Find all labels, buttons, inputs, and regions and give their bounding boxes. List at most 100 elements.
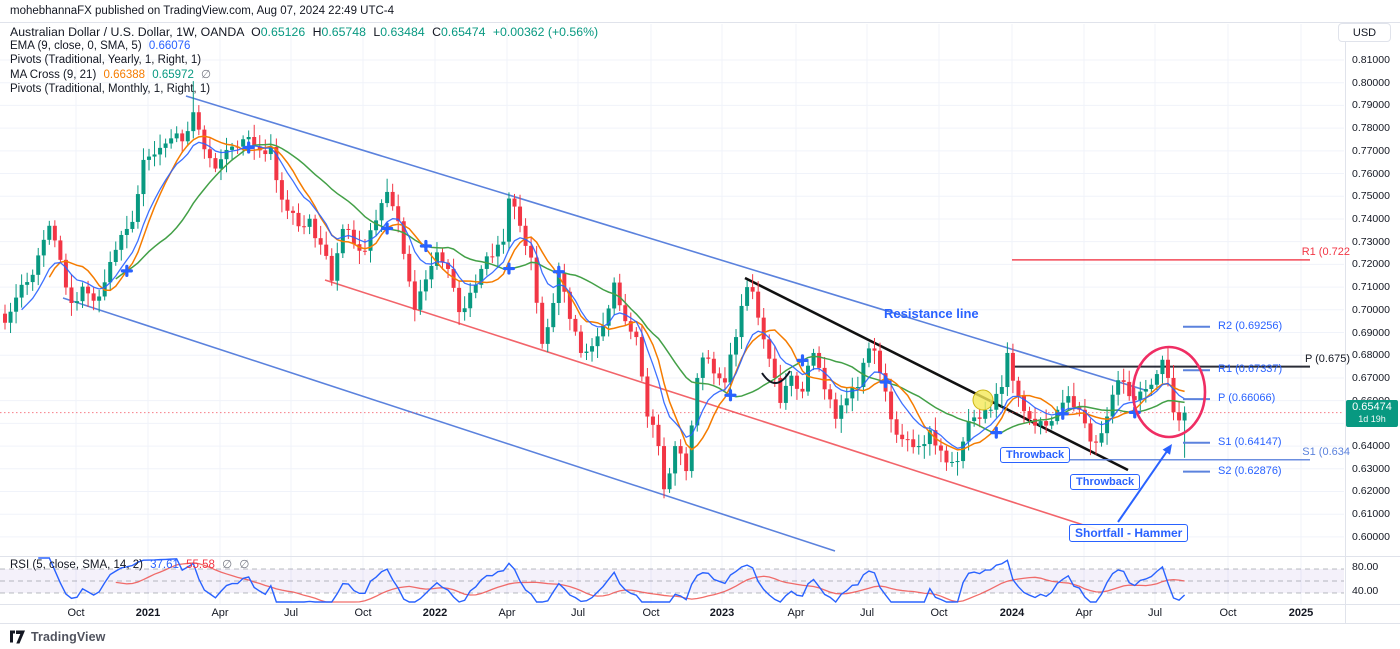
shortfall-arrow[interactable] [1117, 448, 1170, 523]
time-axis-label: Apr [211, 607, 229, 619]
throwback-label-2[interactable]: Throwback [1070, 474, 1141, 490]
ema9-line [21, 141, 1185, 449]
price-axis-label: 0.72000 [1352, 258, 1390, 271]
rsi-ma-value: 55.58 [186, 559, 215, 571]
price-axis-label: 0.76000 [1352, 167, 1390, 180]
yearly-pivot-label[interactable]: R1 (0.722 [1301, 245, 1350, 258]
trendlines-layer[interactable] [62, 95, 1149, 552]
price-axis-label: 0.70000 [1352, 303, 1390, 316]
topbar-divider [0, 22, 1400, 23]
shortfall-hammer-label[interactable]: Shortfall - Hammer [1069, 524, 1189, 542]
time-axis-label: 2025 [1288, 607, 1314, 619]
symbol-title-row[interactable]: Australian Dollar / U.S. Dollar, 1W, OAN… [10, 25, 598, 39]
resistance-trendline[interactable] [744, 276, 1129, 472]
rsi-indicator-row[interactable]: RSI (5, close, SMA, 14, 2) 37.61 55.58 ∅… [10, 559, 250, 571]
candles-layer[interactable] [3, 81, 1187, 499]
tradingview-logo-icon [10, 630, 25, 644]
time-axis-label: Oct [930, 607, 948, 619]
time-axis-label: Apr [498, 607, 516, 619]
bottom-divider [0, 623, 1400, 624]
time-axis-label: Jul [283, 607, 299, 619]
ohlc-high: H0.65748 [312, 25, 366, 39]
monthly-pivot-lines[interactable] [1183, 325, 1210, 473]
resistance-line-label[interactable]: Resistance line [884, 306, 979, 321]
ohlc-close: C0.65474 [432, 25, 486, 39]
rsi-ma-line [115, 562, 1185, 603]
time-axis-label: Oct [1219, 607, 1237, 619]
time-axis-label: Oct [67, 607, 85, 619]
time-axis-divider [0, 604, 1400, 605]
shortfall-arrowhead [1162, 444, 1172, 455]
rsi-line [38, 557, 1186, 603]
price-axis-label: 0.63000 [1352, 462, 1390, 475]
price-axis-label: 0.67000 [1352, 371, 1390, 384]
yearly-pivot-label[interactable]: S1 (0.634 [1302, 445, 1350, 458]
rsi-curves [38, 557, 1186, 603]
monthly-pivot-label[interactable]: R2 (0.69256) [1218, 319, 1283, 332]
sma21-line [115, 143, 1185, 434]
upper-channel-line[interactable] [185, 95, 1149, 392]
ohlc-low: L0.63484 [373, 25, 425, 39]
price-axis-label: 0.75000 [1352, 190, 1390, 203]
pivots-yearly-row[interactable]: Pivots (Traditional, Yearly, 1, Right, 1… [10, 54, 202, 67]
yellow-highlight-circle[interactable] [972, 389, 994, 411]
price-axis-label: 0.62000 [1352, 485, 1390, 498]
price-axis-label: 0.68000 [1352, 349, 1390, 362]
ma-slow-value: 0.65972 [152, 68, 194, 81]
time-axis-label: 2023 [709, 607, 735, 619]
rsi-pane-divider[interactable] [0, 556, 1400, 557]
throwback-label-1[interactable]: Throwback [1000, 447, 1071, 463]
price-axis-label: 0.79000 [1352, 99, 1390, 112]
rsi-pane[interactable] [0, 568, 1344, 594]
price-axis-label: 0.73000 [1352, 235, 1390, 248]
price-axis-label: 0.64000 [1352, 440, 1390, 453]
time-axis-label: Jul [570, 607, 586, 619]
monthly-pivot-label[interactable]: P (0.66066) [1218, 392, 1276, 405]
price-axis-label: 0.69000 [1352, 326, 1390, 339]
currency-toggle-button[interactable]: USD [1338, 23, 1391, 42]
time-axis-label: 2024 [999, 607, 1025, 619]
monthly-pivot-label[interactable]: S1 (0.64147) [1218, 435, 1282, 448]
grid-layer [0, 24, 1344, 604]
ema-indicator-row[interactable]: EMA (9, close, 0, SMA, 5) 0.66076 [10, 40, 191, 53]
time-axis-label: 2021 [135, 607, 161, 619]
ma-zero-value: ∅ [201, 68, 212, 81]
ma-cross-row[interactable]: MA Cross (9, 21) 0.66388 0.65972 ∅ [10, 68, 212, 81]
tradingview-logo[interactable]: TradingView [10, 630, 106, 644]
time-axis-label: Oct [642, 607, 660, 619]
red-highlight-ellipse[interactable] [1131, 345, 1207, 439]
price-axis-label: 0.61000 [1352, 508, 1390, 521]
yearly-pivot-label[interactable]: P (0.675) [1304, 352, 1350, 365]
rsi-value: 37.61 [150, 559, 179, 571]
monthly-pivot-label[interactable]: S2 (0.62876) [1218, 464, 1282, 477]
price-axis-label: 0.74000 [1352, 212, 1390, 225]
arc-annotation[interactable] [761, 370, 791, 384]
time-axis-label: Jul [859, 607, 875, 619]
time-axis-label: 2022 [422, 607, 448, 619]
publish-info: mohebhannaFX published on TradingView.co… [10, 5, 395, 17]
price-axis-label: 0.60000 [1352, 530, 1390, 543]
chart-legend: Australian Dollar / U.S. Dollar, 1W, OAN… [10, 25, 598, 96]
rsi-axis-label: 80.00 [1352, 561, 1379, 573]
time-axis-label: Jul [1147, 607, 1163, 619]
change-value: +0.00362 (+0.56%) [492, 25, 599, 39]
tradingview-logo-text: TradingView [31, 630, 106, 644]
ema-value: 0.66076 [148, 40, 191, 53]
lower-channel-line[interactable] [62, 297, 836, 552]
rsi-axis-label: 40.00 [1352, 585, 1379, 597]
time-axis-label: Apr [787, 607, 805, 619]
price-axis-label: 0.78000 [1352, 122, 1390, 135]
current-price: 0.65474 [1352, 401, 1392, 413]
pivots-monthly-row[interactable]: Pivots (Traditional, Monthly, 1, Right, … [10, 82, 211, 95]
monthly-pivot-label[interactable]: R1 (0.67337) [1218, 363, 1283, 376]
price-axis-label: 0.77000 [1352, 144, 1390, 157]
symbol-title: Australian Dollar / U.S. Dollar, 1W, OAN… [10, 25, 244, 39]
bar-countdown: 1d 19h [1358, 414, 1386, 424]
ma-fast-value: 0.66388 [103, 68, 146, 81]
moving-averages-layer[interactable] [21, 135, 1185, 451]
price-axis-label: 0.81000 [1352, 54, 1390, 66]
price-axis-divider[interactable] [1345, 22, 1346, 623]
current-price-tag[interactable]: 0.65474 1d 19h [1346, 400, 1398, 427]
